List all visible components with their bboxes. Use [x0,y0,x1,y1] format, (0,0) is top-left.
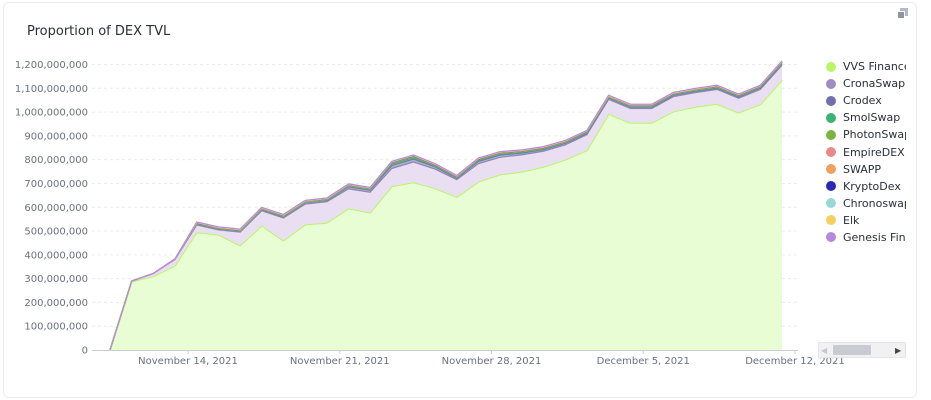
legend-item[interactable]: SWAPP [826,161,906,178]
legend-item[interactable]: EmpireDEX [826,143,906,160]
legend-dot [826,112,836,123]
legend-item[interactable]: SmolSwap [826,109,906,126]
y-tick-label: 0 [82,346,88,357]
x-tick-label: November 21, 2021 [290,356,390,367]
legend-item[interactable]: Crodex [826,92,906,109]
area-cronaswap [110,65,782,350]
area-vvs-finance [110,80,782,350]
y-tick-label: 800,000,000 [24,155,88,166]
y-tick-label: 900,000,000 [24,131,88,142]
y-tick-label: 600,000,000 [24,203,88,214]
legend-dot [826,164,836,175]
line-genesis-finance [109,60,783,351]
x-tick-label: December 5, 2021 [597,356,690,367]
legend-label: EmpireDEX [843,145,905,159]
legend-item[interactable]: KryptoDex [826,178,906,195]
scroll-thumb[interactable] [833,345,871,355]
legend-dot [826,215,836,226]
legend-label: SmolSwap [843,111,901,125]
scroll-left-icon[interactable]: ◀ [821,346,828,355]
legend-dot [826,198,836,209]
legend-scrollbar[interactable]: ◀ ▶ [818,342,906,358]
x-tick-label: November 14, 2021 [138,356,238,367]
y-tick-label: 500,000,000 [24,227,88,238]
legend-item[interactable]: VVS Finance [826,58,906,75]
y-tick-label: 200,000,000 [24,298,88,309]
y-tick-label: 1,100,000,000 [15,84,88,95]
chart-title: Proportion of DEX TVL [27,24,171,39]
legend-item[interactable]: Genesis Finance [826,229,906,246]
legend-dot [826,129,836,140]
y-tick-label: 1,200,000,000 [15,60,88,71]
x-tick-label: November 28, 2021 [442,356,542,367]
legend-dot [826,78,836,89]
legend-label: Chronoswap [843,196,906,210]
legend-dot [826,95,836,106]
x-tick-label: December 12, 2021 [745,356,845,367]
y-tick-label: 1,000,000,000 [15,108,88,119]
y-tick-label: 400,000,000 [24,250,88,261]
legend-dot [826,232,836,243]
legend-item[interactable]: CronaSwap [826,75,906,92]
legend-label: Genesis Finance [843,230,906,244]
legend-label: KryptoDex [843,179,901,193]
legend-label: Elk [843,213,860,227]
legend-label: PhotonSwap [843,128,906,142]
legend-item[interactable]: Chronoswap [826,195,906,212]
expand-icon[interactable] [897,8,909,20]
legend-item[interactable]: PhotonSwap [826,126,906,143]
legend-item[interactable]: Elk [826,212,906,229]
legend: VVS Finance CronaSwap Crodex SmolSwap Photon… [826,58,906,246]
legend-dot [826,181,836,192]
y-tick-label: 300,000,000 [24,274,88,285]
legend-label: CronaSwap [843,77,906,91]
legend-label: Crodex [843,94,882,108]
y-tick-label: 100,000,000 [24,322,88,333]
y-tick-label: 700,000,000 [24,179,88,190]
legend-label: SWAPP [843,162,882,176]
legend-dot [826,61,836,72]
legend-label: VVS Finance [843,60,906,74]
scroll-right-icon[interactable]: ▶ [895,346,902,355]
legend-dot [826,147,836,158]
